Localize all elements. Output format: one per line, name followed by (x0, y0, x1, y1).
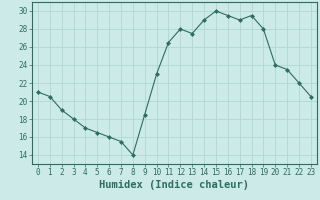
X-axis label: Humidex (Indice chaleur): Humidex (Indice chaleur) (100, 180, 249, 190)
